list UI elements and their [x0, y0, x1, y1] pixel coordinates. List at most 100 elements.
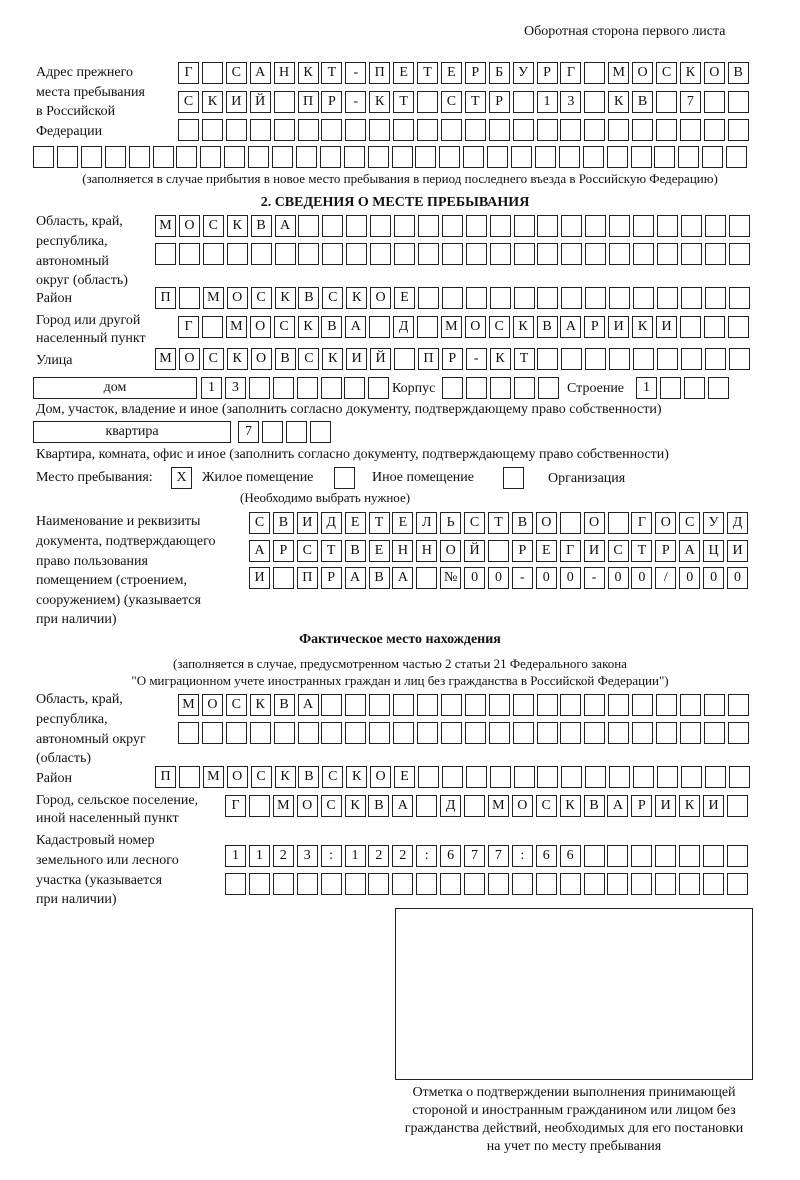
previous-address-row-cell[interactable] [200, 146, 222, 168]
region-row-cell[interactable] [370, 243, 392, 265]
region-row-cell[interactable] [394, 215, 415, 237]
region-row-cell[interactable] [513, 243, 535, 265]
actual-city-row-cell[interactable]: И [655, 795, 677, 817]
document-row-cell[interactable]: В [368, 567, 390, 589]
actual-region-row-cell[interactable] [225, 722, 247, 744]
cadastral-row-cell[interactable]: 7 [487, 845, 509, 867]
actual-city-row-cell[interactable]: Г [225, 795, 246, 817]
cadastral-row-cell[interactable] [726, 873, 748, 895]
actual-region-row-cell[interactable]: О [201, 694, 223, 716]
region-row-cell[interactable] [609, 243, 631, 265]
previous-address-row-cell[interactable]: Г [178, 62, 199, 84]
cadastral-row-cell[interactable]: 1 [344, 845, 366, 867]
document-row-cell[interactable]: Е [392, 512, 414, 534]
actual-region-row-cell[interactable] [369, 722, 391, 744]
region-row-cell[interactable] [298, 243, 320, 265]
cadastral-row-cell[interactable]: 3 [296, 845, 318, 867]
previous-address-row-cell[interactable] [33, 146, 54, 168]
actual-district-row-cell[interactable]: К [274, 766, 296, 788]
actual-region-row-cell[interactable] [369, 694, 391, 716]
previous-address-row-cell[interactable]: К [608, 91, 630, 113]
cadastral-row-cell[interactable] [296, 873, 318, 895]
district-row-cell[interactable] [441, 287, 463, 309]
actual-region-row-cell[interactable] [727, 694, 749, 716]
cadastral-row-cell[interactable]: 6 [440, 845, 462, 867]
actual-district-row-cell[interactable] [728, 766, 750, 788]
document-row-cell[interactable]: Л [416, 512, 438, 534]
actual-region-row-cell[interactable] [560, 722, 582, 744]
street-row-cell[interactable] [561, 348, 583, 370]
document-row-cell[interactable] [607, 512, 629, 534]
cadastral-row-cell[interactable] [272, 873, 294, 895]
previous-address-row-cell[interactable] [727, 91, 749, 113]
actual-city-row-cell[interactable] [464, 795, 485, 817]
actual-region-row-cell[interactable] [512, 722, 534, 744]
document-row-cell[interactable]: А [344, 567, 366, 589]
document-row-cell[interactable]: Е [344, 512, 366, 534]
street-row-cell[interactable] [704, 348, 726, 370]
document-row-cell[interactable]: 0 [535, 567, 557, 589]
actual-city-row-cell[interactable]: М [487, 795, 509, 817]
actual-region-row-cell[interactable]: С [225, 694, 247, 716]
actual-district-row-cell[interactable] [609, 766, 631, 788]
house-number-row-cell[interactable] [368, 377, 390, 399]
previous-address-row-cell[interactable] [415, 146, 437, 168]
korpus-row-cell[interactable] [513, 377, 535, 399]
region-row-cell[interactable]: В [250, 215, 272, 237]
previous-address-row-cell[interactable] [321, 119, 343, 141]
apartment-row-cell[interactable] [261, 421, 283, 443]
actual-city-row-cell[interactable]: М [272, 795, 294, 817]
actual-city-row-cell[interactable]: Р [631, 795, 653, 817]
region-row-cell[interactable] [537, 243, 559, 265]
region-row-cell[interactable] [465, 215, 487, 237]
previous-address-row-cell[interactable]: Е [393, 62, 415, 84]
actual-region-row-cell[interactable] [440, 694, 462, 716]
document-row-cell[interactable]: П [296, 567, 318, 589]
document-row-cell[interactable]: Н [392, 540, 414, 562]
region-row-cell[interactable] [633, 243, 654, 265]
cadastral-row-cell[interactable] [607, 873, 629, 895]
actual-city-row-cell[interactable] [726, 795, 748, 817]
actual-region-row-cell[interactable] [321, 694, 343, 716]
previous-address-row-cell[interactable] [178, 119, 199, 141]
previous-address-row-cell[interactable] [104, 146, 126, 168]
actual-region-row-cell[interactable] [560, 694, 582, 716]
previous-address-row-cell[interactable] [440, 119, 462, 141]
actual-city-row-cell[interactable]: К [344, 795, 366, 817]
actual-city-row-cell[interactable]: И [703, 795, 724, 817]
house-number-row-cell[interactable] [320, 377, 342, 399]
document-row-cell[interactable]: С [679, 512, 701, 534]
previous-address-row-cell[interactable] [703, 91, 725, 113]
document-row-cell[interactable]: Г [631, 512, 653, 534]
cadastral-row-cell[interactable] [416, 873, 438, 895]
cadastral-row-cell[interactable] [535, 873, 557, 895]
house-number-row-cell[interactable] [248, 377, 270, 399]
cadastral-row-cell[interactable]: 2 [368, 845, 390, 867]
actual-district-row-cell[interactable]: К [346, 766, 368, 788]
region-row-cell[interactable] [346, 243, 368, 265]
previous-address-row-cell[interactable]: 1 [536, 91, 558, 113]
cadastral-row-cell[interactable] [607, 845, 629, 867]
korpus-row-cell[interactable] [442, 377, 463, 399]
actual-district-row-cell[interactable] [704, 766, 726, 788]
street-row-cell[interactable] [656, 348, 678, 370]
cadastral-row-cell[interactable]: 7 [464, 845, 485, 867]
city-row-cell[interactable]: И [608, 316, 630, 338]
district-row-cell[interactable]: П [155, 287, 176, 309]
previous-address-row-cell[interactable] [319, 146, 341, 168]
actual-region-row-cell[interactable]: М [178, 694, 199, 716]
document-row-cell[interactable]: А [249, 540, 270, 562]
district-row-cell[interactable] [417, 287, 439, 309]
previous-address-row-cell[interactable]: 7 [679, 91, 701, 113]
cadastral-row-cell[interactable] [679, 845, 701, 867]
actual-city-row-cell[interactable]: С [535, 795, 557, 817]
region-row-cell[interactable]: С [202, 215, 224, 237]
previous-address-row-cell[interactable] [393, 119, 415, 141]
previous-address-row-cell[interactable] [656, 91, 677, 113]
district-row-cell[interactable] [513, 287, 535, 309]
region-row-cell[interactable] [728, 243, 750, 265]
street-row-cell[interactable] [394, 348, 415, 370]
actual-region-row-cell[interactable] [273, 722, 295, 744]
cadastral-row-cell[interactable] [464, 873, 485, 895]
previous-address-row-cell[interactable]: В [632, 91, 654, 113]
